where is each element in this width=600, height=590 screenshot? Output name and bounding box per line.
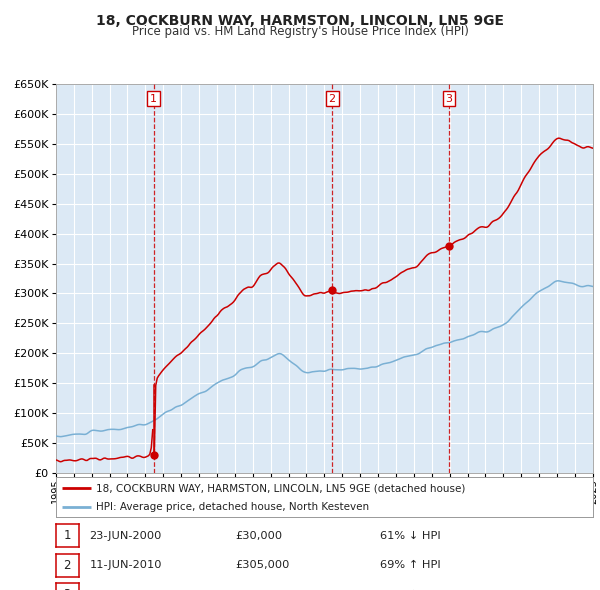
Text: 2: 2 bbox=[329, 93, 336, 103]
Text: 23-JUN-2000: 23-JUN-2000 bbox=[89, 531, 162, 540]
Text: 2: 2 bbox=[64, 559, 71, 572]
Text: 1: 1 bbox=[150, 93, 157, 103]
Text: 3: 3 bbox=[64, 588, 71, 590]
Text: 3: 3 bbox=[445, 93, 452, 103]
Text: £305,000: £305,000 bbox=[236, 560, 290, 570]
Text: 18, COCKBURN WAY, HARMSTON, LINCOLN, LN5 9GE: 18, COCKBURN WAY, HARMSTON, LINCOLN, LN5… bbox=[96, 14, 504, 28]
Text: 69% ↑ HPI: 69% ↑ HPI bbox=[380, 560, 440, 570]
Text: 61% ↓ HPI: 61% ↓ HPI bbox=[380, 531, 440, 540]
Text: 11-JUN-2010: 11-JUN-2010 bbox=[89, 560, 162, 570]
Text: Price paid vs. HM Land Registry's House Price Index (HPI): Price paid vs. HM Land Registry's House … bbox=[131, 25, 469, 38]
Text: £30,000: £30,000 bbox=[236, 531, 283, 540]
Text: HPI: Average price, detached house, North Kesteven: HPI: Average price, detached house, Nort… bbox=[96, 503, 369, 512]
Text: 1: 1 bbox=[64, 529, 71, 542]
Text: 18, COCKBURN WAY, HARMSTON, LINCOLN, LN5 9GE (detached house): 18, COCKBURN WAY, HARMSTON, LINCOLN, LN5… bbox=[96, 483, 466, 493]
